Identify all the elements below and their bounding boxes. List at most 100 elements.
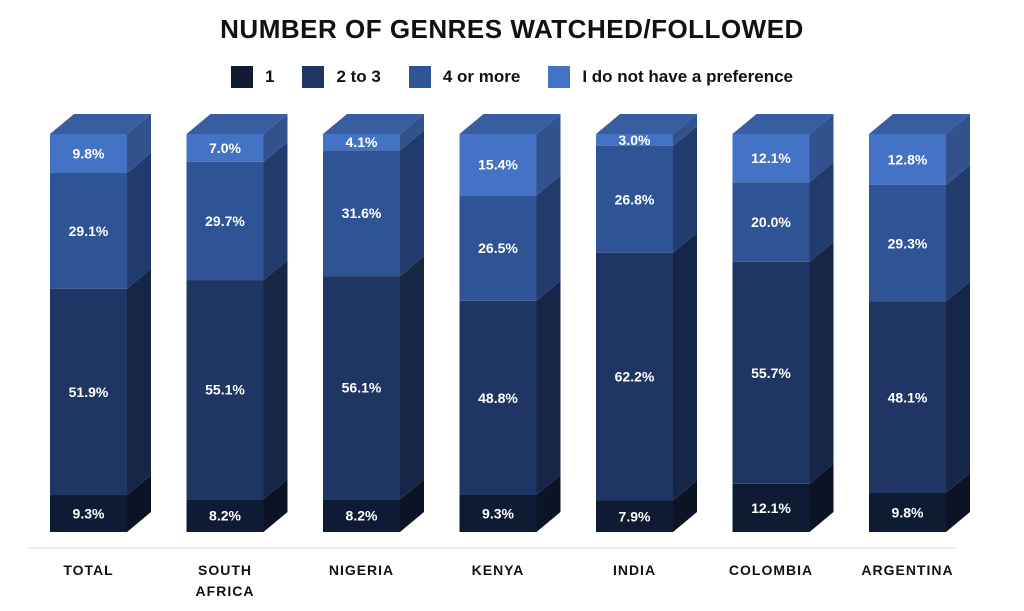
- bar-side-nigeria-1: [400, 256, 424, 500]
- category-label: TOTAL: [63, 562, 113, 578]
- data-label: 12.8%: [888, 151, 928, 167]
- legend-item-no-preference: I do not have a preference: [548, 66, 793, 88]
- bar-segment-kenya-3: [459, 134, 537, 196]
- legend-item-4-or-more: 4 or more: [408, 66, 521, 88]
- data-label: 15.4%: [478, 157, 518, 173]
- bar-segment-colombia-0: [732, 483, 810, 532]
- data-label: 12.1%: [751, 500, 791, 516]
- chart-title: NUMBER OF GENRES WATCHED/FOLLOWED: [220, 14, 804, 44]
- data-label: 9.3%: [73, 506, 105, 522]
- bar-side-kenya-1: [536, 280, 561, 495]
- bar-side-south-africa-2: [263, 141, 288, 281]
- bar-segment-south-africa-3: [186, 134, 264, 162]
- bar-segment-colombia-1: [732, 261, 810, 484]
- bar-segment-argentina-2: [869, 184, 946, 302]
- data-label: 31.6%: [342, 205, 382, 221]
- bar-segment-india-1: [596, 252, 673, 501]
- bar-segment-south-africa-2: [186, 161, 264, 281]
- data-label: 48.1%: [888, 389, 928, 405]
- legend: 1 2 to 3 4 or more I do not have a prefe…: [0, 66, 1024, 88]
- bar-side-india-2: [673, 125, 697, 253]
- bar-side-india-3: [673, 114, 697, 146]
- data-label: 55.7%: [751, 365, 791, 381]
- bar-segment-argentina-0: [869, 492, 946, 532]
- data-label: 9.3%: [482, 505, 514, 521]
- bar-segment-argentina-3: [869, 134, 946, 185]
- bar-segment-colombia-3: [732, 134, 810, 183]
- bar-segment-india-0: [596, 500, 673, 532]
- legend-swatch-4-or-more: [408, 66, 431, 88]
- bar-top-argentina: [869, 114, 970, 134]
- bar-side-colombia-3: [809, 114, 834, 183]
- data-label: 7.9%: [619, 508, 651, 524]
- bar-segment-south-africa-0: [186, 499, 264, 532]
- bar-segment-colombia-2: [732, 182, 810, 262]
- data-label: 62.2%: [615, 369, 655, 385]
- bar-side-total-3: [127, 114, 151, 173]
- category-label: KENYA: [472, 562, 525, 578]
- legend-swatch-1: [230, 66, 253, 88]
- legend-swatch-2-to-3: [302, 66, 325, 88]
- bar-side-argentina-1: [946, 281, 970, 493]
- bar-segment-nigeria-2: [323, 150, 400, 277]
- legend-label-4-or-more: 4 or more: [442, 67, 521, 86]
- bar-side-nigeria-0: [400, 479, 424, 532]
- bar-side-south-africa-3: [263, 114, 288, 162]
- bar-side-kenya-0: [536, 474, 561, 532]
- bar-segment-total-3: [50, 134, 127, 173]
- bar-side-argentina-3: [946, 114, 970, 185]
- data-label: 29.1%: [69, 223, 109, 239]
- bar-segment-nigeria-1: [323, 276, 400, 500]
- bar-top-nigeria: [323, 114, 424, 134]
- data-label: 20.0%: [751, 214, 791, 230]
- bar-segment-argentina-1: [869, 301, 946, 493]
- data-label: 29.7%: [205, 213, 245, 229]
- data-label: 48.8%: [478, 390, 518, 406]
- data-label: 56.1%: [342, 380, 382, 396]
- bar-segment-kenya-1: [459, 300, 537, 495]
- data-label: 26.5%: [478, 240, 518, 256]
- bar-top-india: [596, 114, 697, 134]
- bar-side-india-0: [673, 480, 697, 532]
- bar-segment-kenya-0: [459, 494, 537, 532]
- data-label: 55.1%: [205, 382, 245, 398]
- legend-item-2-to-3: 2 to 3: [302, 66, 381, 88]
- bar-side-kenya-2: [536, 175, 561, 301]
- data-label: 12.1%: [751, 150, 791, 166]
- category-label: INDIA: [613, 562, 656, 578]
- legend-label-1: 1: [264, 67, 275, 86]
- bar-side-colombia-1: [809, 241, 834, 484]
- bar-segment-total-1: [50, 288, 127, 496]
- data-label: 4.1%: [346, 134, 378, 150]
- data-label: 8.2%: [346, 508, 378, 524]
- bar-side-argentina-0: [946, 472, 970, 532]
- bar-segment-nigeria-0: [323, 499, 400, 532]
- data-label: 3.0%: [619, 132, 651, 148]
- bar-segment-south-africa-1: [186, 280, 264, 500]
- legend-item-1: 1: [230, 66, 275, 88]
- bar-segment-india-3: [596, 134, 673, 146]
- bar-side-total-0: [127, 475, 151, 532]
- bar-side-argentina-2: [946, 164, 970, 302]
- bar-segment-india-2: [596, 145, 673, 253]
- bar-top-south-africa: [186, 114, 288, 134]
- data-label: 51.9%: [69, 384, 109, 400]
- category-label: NIGERIA: [329, 562, 394, 578]
- bar-top-colombia: [732, 114, 834, 134]
- bar-side-total-1: [127, 268, 151, 496]
- legend-label-no-preference: I do not have a preference: [582, 67, 794, 86]
- bar-side-kenya-3: [536, 114, 561, 196]
- category-label: ARGENTINA: [861, 562, 953, 578]
- category-label: SOUTH AFRICA: [196, 562, 255, 599]
- bar-top-total: [50, 114, 151, 134]
- data-label: 9.8%: [73, 145, 105, 161]
- bar-segment-kenya-2: [459, 195, 537, 301]
- bar-side-colombia-0: [809, 463, 834, 532]
- legend-label-2-to-3: 2 to 3: [336, 67, 381, 86]
- bar-side-nigeria-3: [400, 114, 424, 151]
- bar-side-india-1: [673, 232, 697, 501]
- bar-segment-total-0: [50, 495, 127, 532]
- bar-side-south-africa-0: [263, 479, 288, 532]
- bar-segment-nigeria-3: [323, 134, 400, 151]
- bar-segment-total-2: [50, 172, 127, 289]
